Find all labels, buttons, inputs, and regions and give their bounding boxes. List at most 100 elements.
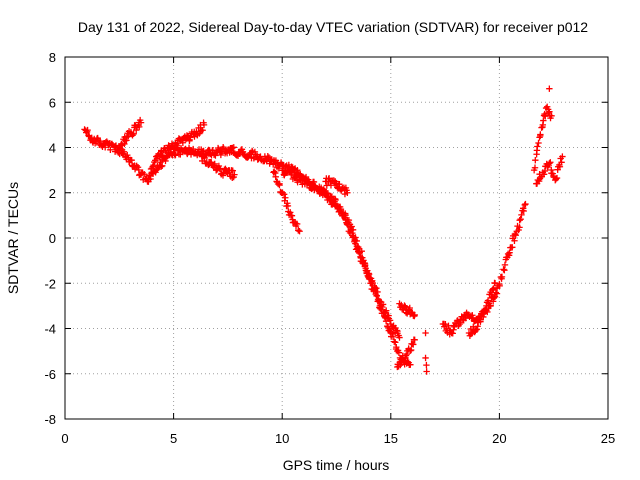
data-point-fill — [171, 145, 178, 152]
data-point-fill — [446, 331, 453, 338]
data-point-fill — [199, 127, 206, 134]
data-point-fill — [482, 306, 490, 313]
y-tick-label: -4 — [44, 322, 56, 337]
data-point-fill — [392, 339, 399, 346]
data-point-fill — [539, 123, 546, 131]
data-point-fill — [488, 291, 495, 298]
data-point-fill — [304, 179, 312, 186]
data-point-fill — [332, 196, 339, 204]
data-point — [535, 139, 542, 147]
data-point-fill — [506, 249, 513, 256]
data-point-fill — [182, 145, 189, 153]
data-point-fill — [179, 139, 187, 146]
data-point-fill — [516, 224, 523, 231]
data-point-fill — [133, 162, 140, 169]
data-point-fill — [391, 338, 398, 345]
y-tick-label: 4 — [49, 141, 56, 156]
data-point-fill — [531, 164, 539, 171]
data-point-fill — [369, 279, 376, 287]
data-point-fill — [410, 341, 417, 348]
data-point-fill — [498, 273, 506, 281]
data-point-fill — [373, 292, 380, 299]
data-point-fill — [361, 260, 369, 268]
data-point-fill — [511, 237, 518, 244]
data-point-fill — [348, 223, 355, 230]
data-point-fill — [516, 217, 523, 224]
data-point-fill — [379, 301, 387, 308]
data-point-fill — [212, 152, 219, 159]
data-point — [522, 200, 529, 208]
data-point-fill — [406, 304, 413, 312]
data-point-fill — [343, 187, 350, 194]
data-point-fill — [229, 174, 236, 182]
data-point-fill — [217, 151, 225, 159]
data-point-fill — [120, 148, 128, 155]
data-point-fill — [389, 333, 397, 341]
data-point-fill — [159, 162, 166, 170]
data-point-fill — [329, 200, 336, 207]
y-tick-label: 8 — [49, 50, 56, 65]
data-point-fill — [534, 143, 541, 150]
data-point-fill — [489, 298, 497, 305]
data-point-fill — [521, 201, 528, 209]
data-point-fill — [395, 349, 403, 356]
data-point-fill — [500, 266, 507, 273]
data-point-fill — [493, 290, 501, 297]
data-point-fill — [401, 302, 408, 309]
x-tick-label: 5 — [170, 431, 177, 446]
data-point-fill — [306, 178, 313, 185]
data-point-fill — [341, 190, 349, 198]
x-axis-label: GPS time / hours — [283, 457, 390, 473]
data-point-fill — [411, 312, 418, 320]
x-tick-label: 20 — [492, 431, 506, 446]
data-point-fill — [229, 167, 236, 174]
data-point-fill — [342, 211, 349, 219]
data-point-fill — [520, 207, 527, 215]
data-point-fill — [395, 332, 402, 339]
data-point-fill — [480, 310, 488, 317]
data-point-fill — [550, 174, 558, 181]
data-point-fill — [423, 361, 430, 369]
data-point-fill — [485, 299, 492, 307]
x-tick-label: 10 — [275, 431, 289, 446]
data-point-fill — [327, 182, 335, 189]
data-point-fill — [271, 168, 278, 175]
y-tick-label: -8 — [44, 412, 56, 427]
data-point-fill — [490, 294, 498, 302]
axis-ticks: 0 5 10 15 20 25 -8 -6 -4 -2 0 2 4 6 8 — [44, 50, 615, 446]
data-point — [296, 228, 303, 235]
data-point-fill — [382, 307, 390, 314]
data-point-fill — [491, 279, 498, 287]
data-point-fill — [158, 163, 165, 170]
data-point-fill — [410, 336, 418, 343]
data-point-fill — [540, 171, 548, 178]
data-point-fill — [288, 212, 296, 219]
data-point-fill — [540, 117, 547, 124]
data-point-fill — [509, 244, 516, 251]
y-tick-label: 0 — [49, 231, 56, 246]
data-point-fill — [133, 126, 140, 134]
plot-frame — [64, 56, 609, 420]
data-point-fill — [136, 123, 143, 131]
data-point-fill — [501, 261, 509, 269]
data-point-fill — [276, 180, 283, 187]
data-point-fill — [211, 160, 218, 168]
data-point-fill — [467, 330, 475, 338]
x-tick-label: 0 — [61, 431, 68, 446]
data-point-fill — [287, 209, 294, 216]
data-point-fill — [141, 170, 148, 178]
data-point-fill — [84, 126, 91, 134]
data-point-fill — [358, 247, 365, 255]
y-tick-label: -2 — [44, 276, 56, 291]
data-point-fill — [532, 156, 539, 164]
data-point-fill — [275, 165, 283, 172]
data-point-fill — [121, 140, 128, 148]
data-point-fill — [518, 211, 525, 219]
data-point-fill — [345, 216, 353, 224]
data-point-fill — [449, 330, 456, 337]
data-point — [423, 368, 430, 375]
data-point-fill — [407, 346, 415, 354]
data-point-fill — [136, 116, 144, 124]
data-point-fill — [295, 172, 303, 179]
